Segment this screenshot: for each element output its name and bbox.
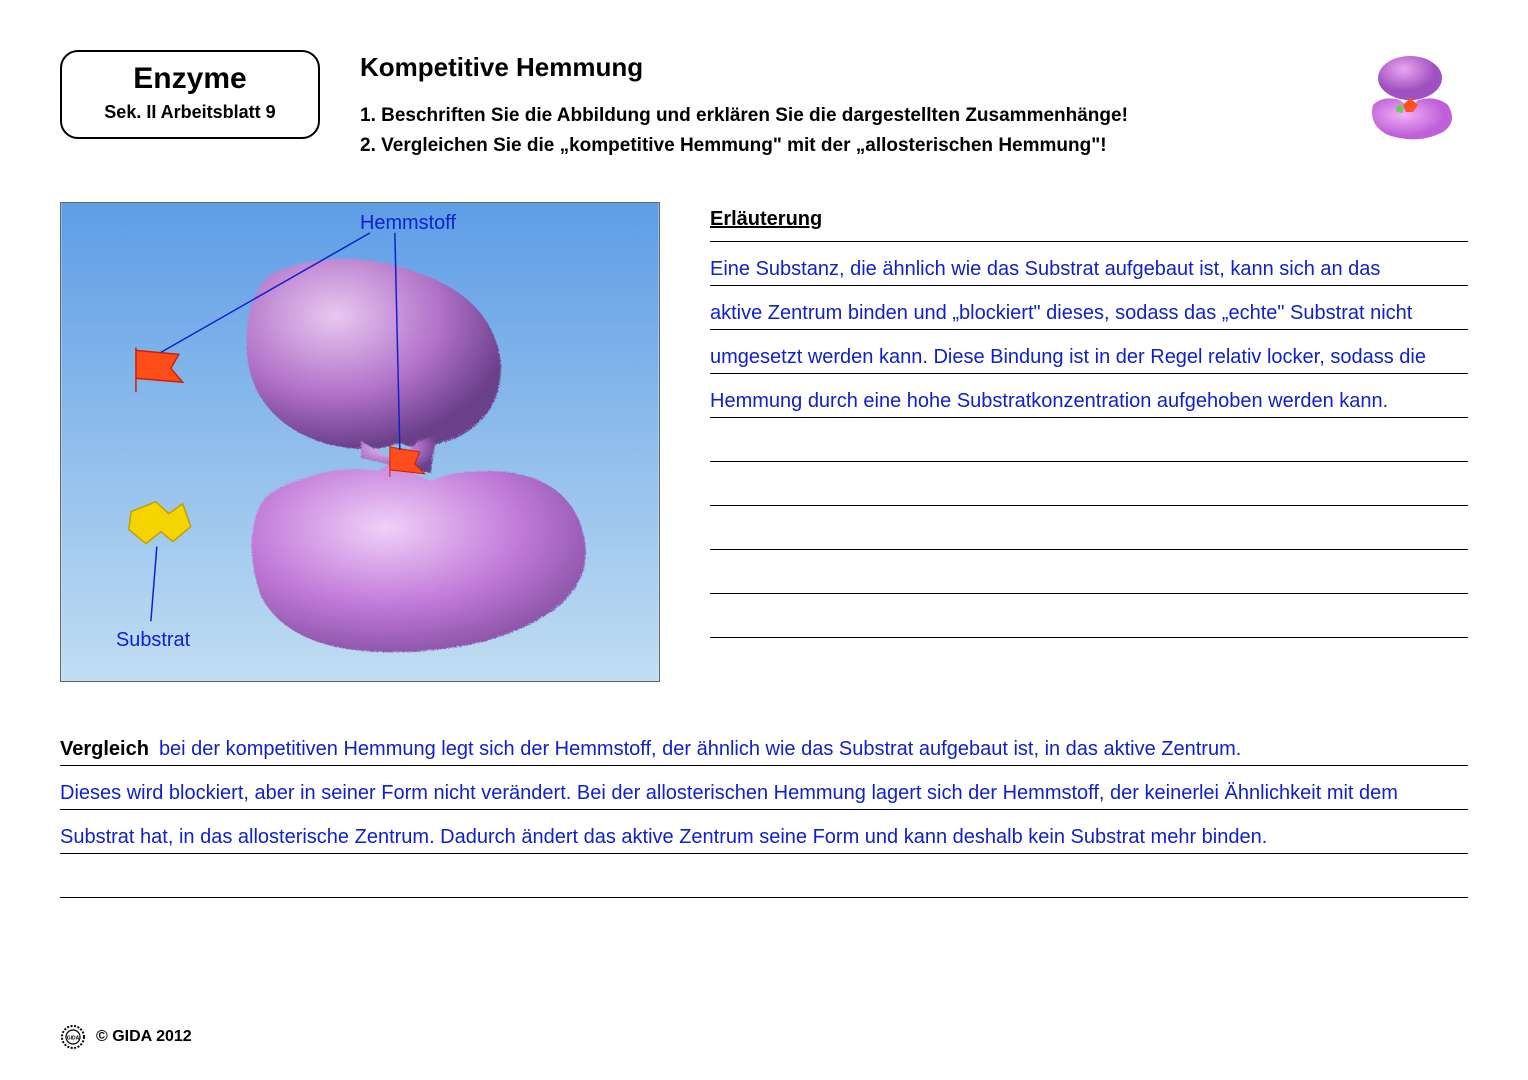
explanation-line [710, 418, 1468, 462]
worksheet-header: Enzyme Sek. II Arbeitsblatt 9 Kompetitiv… [60, 50, 1468, 162]
explanation-line [710, 550, 1468, 594]
explanation-line [710, 462, 1468, 506]
explanation-line [710, 594, 1468, 638]
explanation-column: Erläuterung Eine Substanz, die ähnlich w… [710, 202, 1468, 682]
explanation-line [710, 506, 1468, 550]
header-instructions: Kompetitive Hemmung 1. Beschriften Sie d… [360, 50, 1308, 162]
enzyme-diagram: Hemmstoff Substrat [60, 202, 660, 682]
svg-text:GIDA: GIDA [67, 1036, 80, 1042]
explanation-line: Eine Substanz, die ähnlich wie das Subst… [710, 242, 1468, 286]
copyright-text: © GIDA 2012 [96, 1028, 192, 1046]
explanation-line: aktive Zentrum binden und „blockiert" di… [710, 286, 1468, 330]
comparison-line: Dieses wird blockiert, aber in seiner Fo… [60, 766, 1468, 810]
enzyme-thumbnail-icon [1348, 50, 1468, 150]
worksheet-number: Sek. II Arbeitsblatt 9 [92, 102, 288, 123]
inhibitor-label: Hemmstoff [360, 212, 456, 234]
comparison-line: Substrat hat, in das allosterische Zentr… [60, 810, 1468, 854]
title-box: Enzyme Sek. II Arbeitsblatt 9 [60, 50, 320, 139]
comparison-section: Vergleich bei der kompetitiven Hemmung l… [60, 722, 1468, 898]
comparison-heading: Vergleich [60, 738, 149, 761]
subject-title: Enzyme [92, 62, 288, 96]
content-row: Hemmstoff Substrat Erläuterung Eine Subs… [60, 202, 1468, 682]
substrate-label: Substrat [116, 629, 191, 651]
instruction-1: 1. Beschriften Sie die Abbildung und erk… [360, 101, 1308, 131]
comparison-line [60, 854, 1468, 898]
topic-title: Kompetitive Hemmung [360, 52, 1308, 83]
explanation-heading: Erläuterung [710, 208, 822, 231]
explanation-heading-line: Erläuterung [710, 210, 1468, 242]
explanation-line: umgesetzt werden kann. Diese Bindung ist… [710, 330, 1468, 374]
explanation-line: Hemmung durch eine hohe Substratkonzentr… [710, 374, 1468, 418]
comparison-line: Vergleich bei der kompetitiven Hemmung l… [60, 722, 1468, 766]
gida-logo-icon: GIDA [60, 1024, 86, 1050]
instruction-2: 2. Vergleichen Sie die „kompetitive Hemm… [360, 131, 1308, 161]
footer: GIDA © GIDA 2012 [60, 1024, 192, 1050]
